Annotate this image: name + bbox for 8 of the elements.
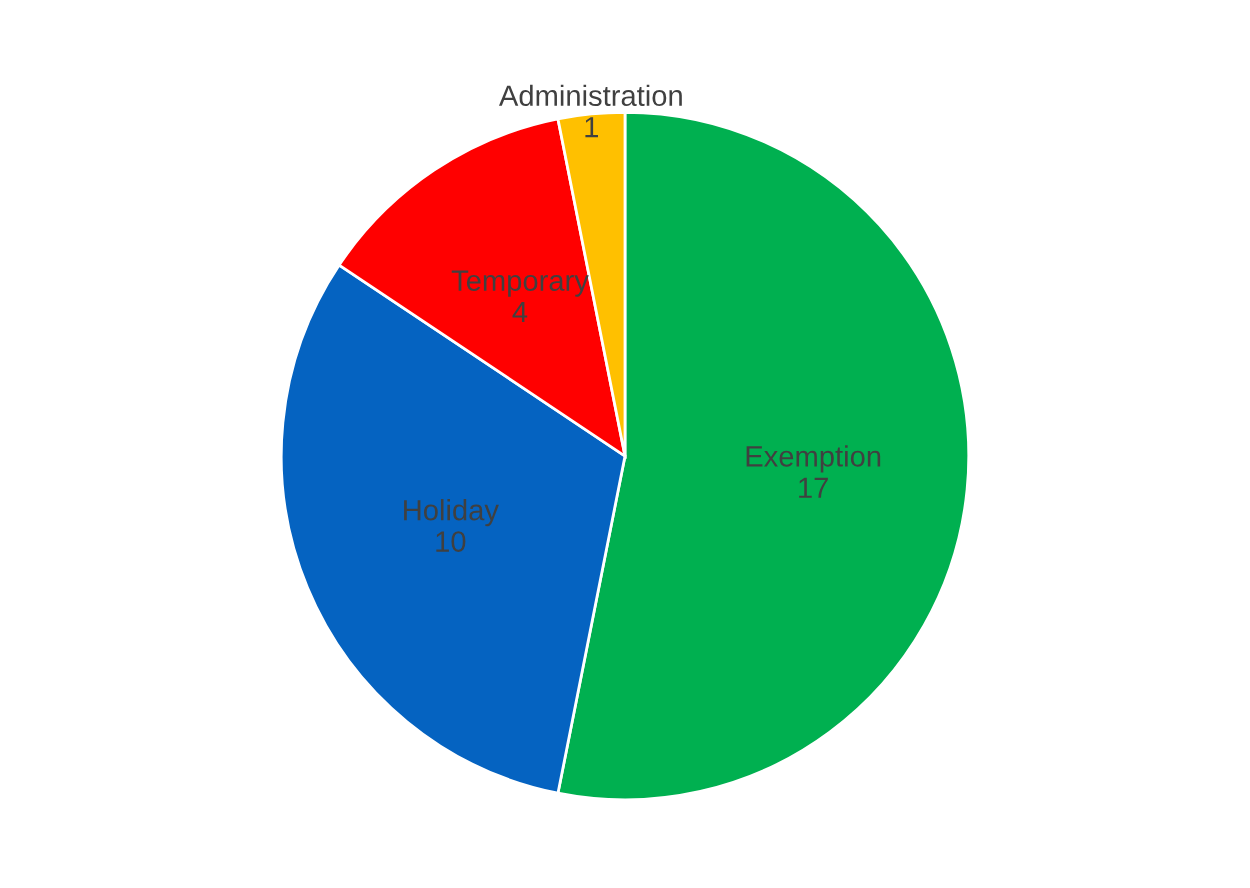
slice-label: Holiday	[404, 499, 499, 527]
data-label: 1	[585, 117, 598, 138]
slice-label: Administration	[498, 84, 682, 107]
slice-label: Temporary	[451, 270, 589, 297]
data-label: 17	[799, 477, 828, 498]
data-label: 10	[436, 531, 466, 552]
data-label: 4	[512, 302, 528, 323]
slice-label: Exemption	[746, 445, 881, 473]
